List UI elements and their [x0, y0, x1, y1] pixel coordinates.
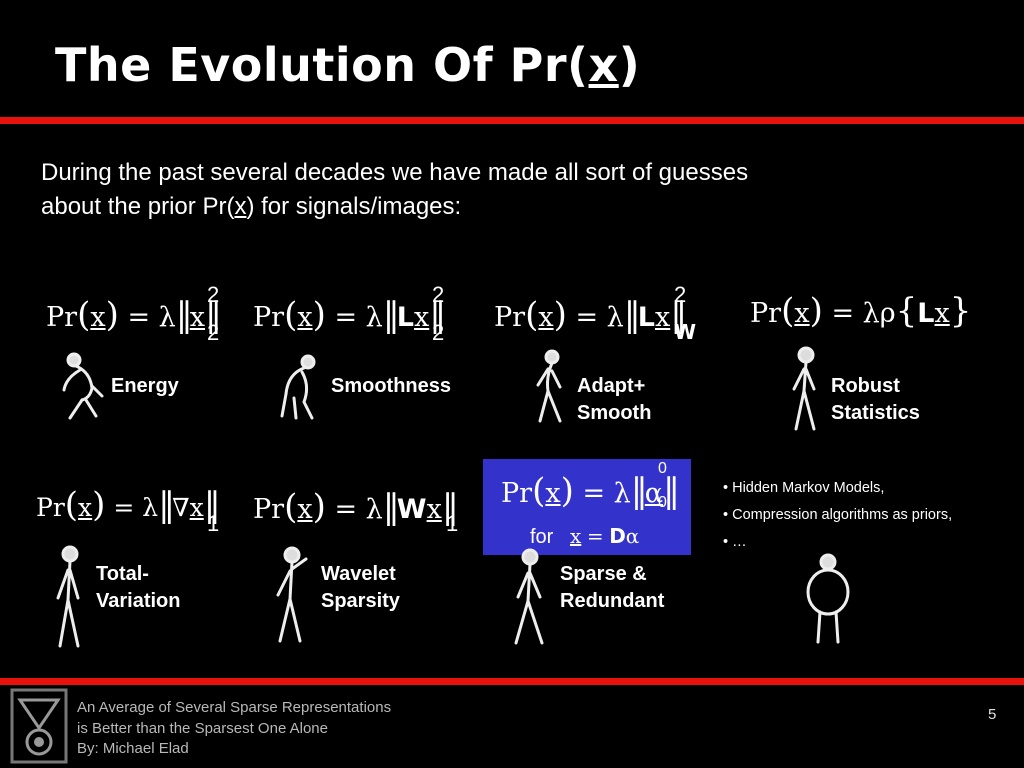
bullet-item: • …	[723, 534, 747, 550]
footer-caption: An Average of Several Sparse Representat…	[77, 699, 392, 757]
slide-title: The Evolution Of Pr(x)	[55, 38, 641, 92]
page-number: 5	[988, 706, 997, 723]
formula-tv-subscript: 1	[207, 511, 220, 536]
formula-total-variation: Pr(x) = λ‖∇x‖	[36, 485, 221, 525]
formula-adapt-exponent: 2	[674, 282, 687, 307]
primate-figure-icon	[56, 545, 80, 648]
label-total-variation: Total- Variation	[96, 563, 181, 612]
formula-sparse-constraint: for x = Dα	[530, 524, 640, 548]
other-priors-list: • Hidden Markov Models, • Compression al…	[723, 480, 952, 561]
technion-logo-icon	[10, 688, 68, 764]
formula-sparse-subscript: 0	[658, 494, 667, 511]
primate-figure-icon	[276, 546, 308, 643]
title-divider	[0, 117, 1024, 124]
label-energy: Energy	[111, 375, 179, 397]
formula-smoothness: Pr(x) = λ‖Lx‖	[253, 295, 446, 335]
primate-figure-icon	[62, 352, 104, 420]
bullet-item: • Compression algorithms as priors,	[723, 507, 953, 523]
primate-figure-icon	[792, 346, 816, 431]
label-wavelet-sparsity: Wavelet Sparsity	[321, 563, 400, 612]
primate-figure-icon	[806, 553, 850, 644]
formula-wavelet: Pr(x) = λ‖Wx‖	[253, 487, 459, 527]
label-robust-statistics: Robust Statistics	[831, 375, 920, 424]
formula-adapt-smooth: Pr(x) = λ‖Lx‖	[494, 295, 687, 335]
bullet-item: • Hidden Markov Models,	[723, 480, 885, 496]
label-sparse-redundant: Sparse & Redundant	[560, 563, 665, 612]
sparse-formula-box	[483, 459, 691, 555]
formula-robust: Pr(x) = λρ{Lx}	[750, 291, 972, 331]
footer-divider	[0, 678, 1024, 685]
intro-text: During the past several decades we have …	[41, 159, 749, 220]
primate-figure-icon	[536, 349, 562, 423]
formula-smoothness-exponent: 2	[432, 282, 445, 307]
formula-energy-exponent: 2	[207, 282, 220, 307]
primate-figure-icon	[280, 354, 316, 420]
formula-energy-subscript: 2	[207, 320, 220, 345]
formula-sparse: Pr(x) = λ‖α‖	[501, 471, 680, 511]
formula-smoothness-subscript: 2	[432, 320, 445, 345]
formula-wavelet-subscript: 1	[446, 511, 459, 536]
formula-energy: Pr(x) = λ‖x‖	[46, 295, 222, 335]
label-smoothness: Smoothness	[331, 375, 452, 397]
formula-adapt-subscript: W	[674, 320, 697, 344]
label-adapt-smooth: Adapt+ Smooth	[577, 375, 652, 424]
primate-figure-icon	[514, 548, 544, 645]
formula-sparse-exponent: 0	[658, 460, 667, 477]
